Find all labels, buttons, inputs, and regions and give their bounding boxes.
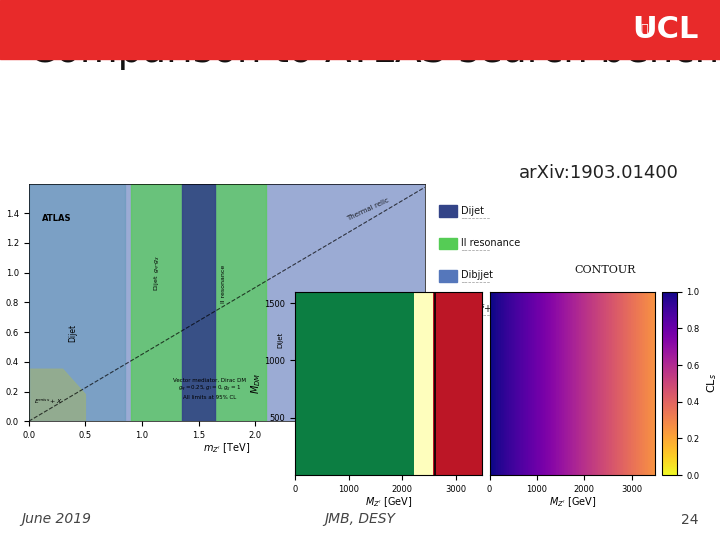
Text: arXiv:1903.01400: arXiv:1903.01400 <box>518 164 678 182</box>
X-axis label: $M_{Z^\prime}$ [GeV]: $M_{Z^\prime}$ [GeV] <box>365 495 413 509</box>
Text: ─ ─ ─ ─ ─ ─ ─ ─: ─ ─ ─ ─ ─ ─ ─ ─ <box>461 217 490 221</box>
Text: ll resonance: ll resonance <box>221 265 226 303</box>
Text: CONTOUR: CONTOUR <box>574 265 636 275</box>
Text: JMB, DESY: JMB, DESY <box>325 512 395 526</box>
Y-axis label: $m_\chi$ [TeV]: $m_\chi$ [TeV] <box>0 280 4 325</box>
Text: Dibjjet: Dibjjet <box>461 271 492 280</box>
Text: $E^{miss}+X$: $E^{miss}+X$ <box>35 396 63 406</box>
Bar <box>0 0 720 59</box>
Text: UCL: UCL <box>632 15 698 44</box>
X-axis label: $M_{Z^\prime}$ [GeV]: $M_{Z^\prime}$ [GeV] <box>549 495 596 509</box>
Text: 24: 24 <box>681 512 698 526</box>
Bar <box>439 270 457 282</box>
Y-axis label: CL$_s$: CL$_s$ <box>706 374 719 393</box>
Bar <box>439 238 457 249</box>
Polygon shape <box>29 184 125 421</box>
Bar <box>439 205 457 217</box>
Text: Comparison to ATLAS search benchmarks: Comparison to ATLAS search benchmarks <box>29 32 720 70</box>
Text: Vector mediator, Dirac DM
$g_q = 0.25, g_l = 0, g_\chi = 1$
All limits at 95% CL: Vector mediator, Dirac DM $g_q = 0.25, g… <box>174 377 246 400</box>
Text: ─ ─ ─ ─ ─ ─ ─ ─: ─ ─ ─ ─ ─ ─ ─ ─ <box>461 249 490 253</box>
Text: Thermal relic: Thermal relic <box>346 197 390 222</box>
Polygon shape <box>29 184 425 421</box>
Polygon shape <box>181 184 215 421</box>
Text: Dijet: Dijet <box>68 323 78 341</box>
Text: ─ ─ ─ ─ ─ ─ ─ ─: ─ ─ ─ ─ ─ ─ ─ ─ <box>461 281 490 286</box>
Text: Dijet: Dijet <box>461 206 484 215</box>
Text: ⛪: ⛪ <box>641 23 648 36</box>
Text: Dijet  $g_q$-$g_\chi$: Dijet $g_q$-$g_\chi$ <box>153 255 163 292</box>
Text: ─ ─ ─ ─ ─ ─ ─ ─: ─ ─ ─ ─ ─ ─ ─ ─ <box>461 314 490 318</box>
Text: June 2019: June 2019 <box>22 512 91 526</box>
Bar <box>439 302 457 314</box>
Text: ll resonance: ll resonance <box>461 238 520 248</box>
Text: $E^{miss}$+X: $E^{miss}$+X <box>461 301 500 315</box>
Text: Dijet: Dijet <box>278 332 284 348</box>
Polygon shape <box>130 184 266 421</box>
Polygon shape <box>29 369 86 421</box>
X-axis label: $m_{Z^\prime}$ [TeV]: $m_{Z^\prime}$ [TeV] <box>203 441 251 455</box>
Text: ATLAS: ATLAS <box>42 214 72 222</box>
Y-axis label: $M_{DM}$: $M_{DM}$ <box>249 373 263 394</box>
